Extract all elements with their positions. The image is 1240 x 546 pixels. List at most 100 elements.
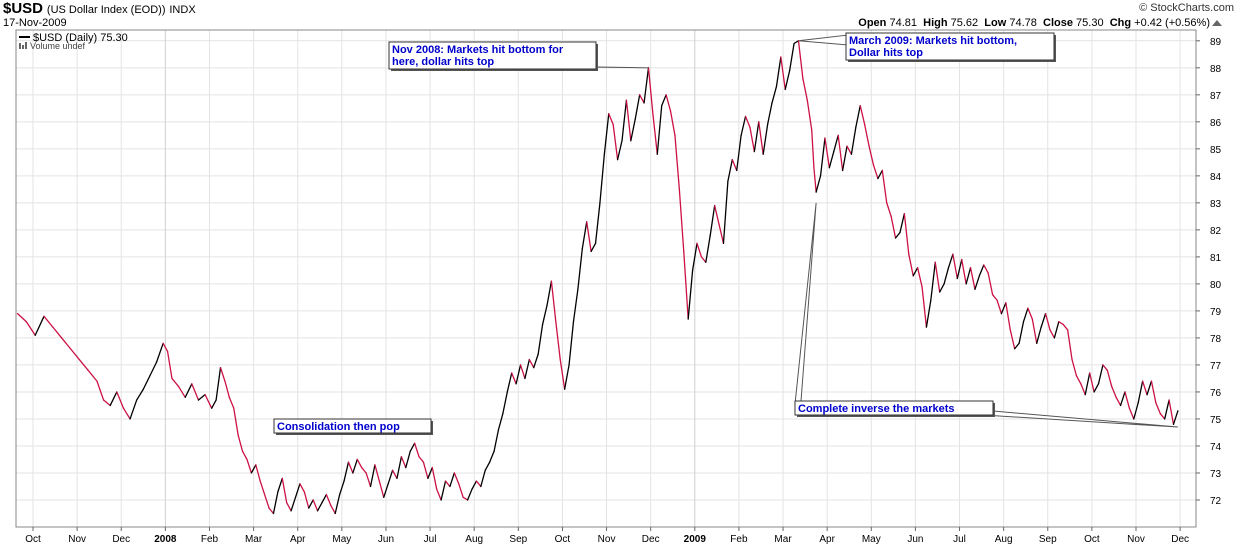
series-segment (533, 353, 539, 369)
series-segment (687, 269, 694, 320)
series-segment (925, 299, 932, 328)
series-segment (524, 358, 530, 380)
series-segment (1119, 391, 1126, 407)
series-segment (1053, 321, 1060, 339)
series-segment (603, 113, 610, 155)
series-segment (608, 113, 614, 126)
series-segment (1089, 372, 1095, 393)
series-segment (1084, 372, 1091, 396)
collapse-arrow-icon[interactable] (1212, 20, 1222, 26)
series-segment (718, 223, 725, 245)
x-tick-label: Jun (907, 534, 923, 545)
series-segment (1168, 399, 1175, 426)
series-segment (69, 348, 80, 361)
series-segment (122, 407, 131, 420)
series-segment (691, 242, 698, 272)
y-tick-label: 77 (1210, 361, 1222, 372)
series-segment (780, 56, 786, 91)
legend-volume-label: Volume undef (30, 41, 86, 51)
series-segment (444, 480, 451, 488)
series-segment (1005, 302, 1011, 331)
series-segment (537, 323, 544, 355)
exchange: INDX (169, 4, 196, 16)
series-segment (877, 169, 883, 180)
high-value: 75.62 (950, 17, 979, 29)
credit-link[interactable]: © StockCharts.com (1139, 2, 1234, 14)
series-segment (599, 153, 606, 204)
series-segment (894, 231, 901, 239)
series-segment (612, 123, 619, 161)
series-segment (1040, 312, 1047, 328)
callout-text: Dollar hits top (849, 47, 923, 59)
series-segment (369, 464, 376, 488)
series-segment (129, 399, 138, 420)
series-segment (330, 504, 336, 515)
series-segment (61, 337, 72, 350)
series-segment (458, 483, 464, 498)
series-segment (1115, 396, 1122, 407)
series-segment (740, 115, 747, 136)
series-segment (731, 159, 738, 172)
series-segment (204, 393, 213, 409)
series-segment (813, 167, 817, 193)
series-segment (969, 267, 976, 290)
x-tick-label: Feb (730, 534, 748, 545)
series-segment (1159, 412, 1166, 420)
series-segment (1071, 358, 1078, 377)
series-segment (16, 312, 28, 323)
series-segment (555, 321, 561, 361)
y-tick-label: 87 (1210, 91, 1222, 102)
series-segment (1027, 307, 1033, 320)
callout-text: March 2009: Markets hit bottom, (849, 35, 1017, 47)
series-segment (497, 412, 504, 431)
series-segment (471, 480, 478, 490)
series-segment (1018, 321, 1025, 344)
plot-frame (15, 29, 1197, 528)
low-label: Low (984, 17, 1007, 29)
series-segment (1058, 321, 1064, 326)
series-segment (987, 272, 994, 296)
series-segment (899, 213, 906, 234)
series-segment (177, 385, 186, 398)
series-segment (634, 94, 641, 120)
x-tick-label: Mar (245, 534, 263, 545)
series-segment (983, 264, 989, 274)
series-segment (841, 145, 848, 172)
series-segment (1124, 391, 1131, 409)
symbol-name: (US Dollar Index (EOD)) (46, 4, 166, 16)
series-segment (978, 264, 985, 277)
series-segment (316, 502, 323, 512)
callout-box (845, 32, 1055, 61)
annotation-callout: Consolidation then pop (273, 418, 433, 435)
series-segment (211, 399, 217, 409)
series-segment (850, 126, 857, 155)
series-segment (1150, 380, 1157, 404)
series-segment (577, 248, 583, 290)
series-segment (872, 164, 879, 180)
chart-date: 17-Nov-2009 (3, 17, 67, 29)
series-segment (1111, 385, 1117, 398)
series-segment (418, 456, 425, 463)
series-segment (859, 104, 866, 126)
series-segment (162, 342, 169, 353)
ohlc-readout: Open 74.81 High 75.62 Low 74.78 Close 75… (858, 17, 1210, 29)
series-segment (436, 488, 442, 501)
series-segment (921, 285, 928, 328)
series-segment (714, 204, 720, 226)
callout-text: Nov 2008: Markets hit bottom for (392, 44, 564, 56)
series-segment (652, 113, 658, 155)
series-segment (709, 204, 716, 236)
series-segment (943, 267, 950, 285)
series-segment (453, 472, 460, 485)
series-segment (630, 118, 636, 142)
series-segment (391, 469, 398, 480)
series-segment (934, 261, 941, 293)
x-tick-label: Sep (509, 534, 527, 545)
y-tick-label: 84 (1210, 172, 1222, 183)
series-segment (400, 456, 407, 469)
series-segment (771, 86, 778, 104)
callout-text: here, dollar hits top (392, 56, 494, 68)
series-segment (171, 377, 180, 388)
series-segment (413, 442, 420, 458)
